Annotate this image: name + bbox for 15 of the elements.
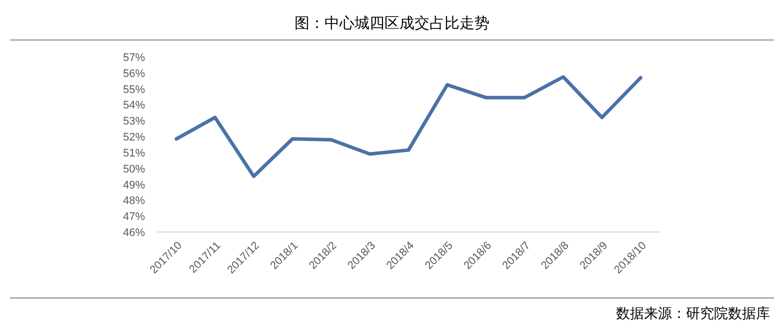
y-tick-label: 53% (122, 116, 146, 128)
y-tick-label: 49% (122, 179, 146, 192)
y-tick-label: 50% (122, 163, 146, 176)
y-tick-label: 57% (122, 52, 146, 64)
source-note: 数据来源：研究院数据库 (616, 305, 770, 321)
y-tick-label: 56% (122, 68, 146, 80)
y-tick-label: 51% (122, 147, 146, 160)
y-tick-label: 52% (122, 132, 146, 144)
y-tick-label: 46% (122, 227, 146, 239)
line-series (174, 75, 642, 178)
y-tick-label: 55% (122, 84, 146, 96)
y-tick-label: 48% (122, 195, 146, 208)
chart-title: 图：中心城四区成交占比走势 (294, 15, 490, 32)
y-tick-label: 47% (122, 211, 146, 224)
y-tick-label: 54% (122, 100, 146, 112)
